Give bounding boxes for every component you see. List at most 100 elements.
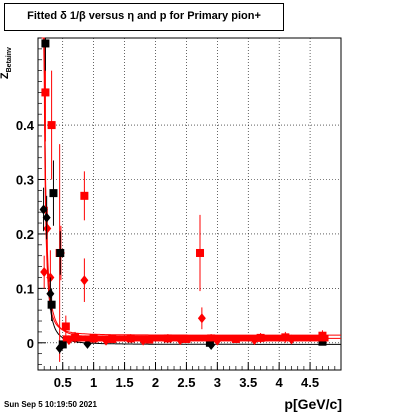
- data-point-square: [49, 189, 58, 198]
- chart-title: Fitted δ 1/β versus η and p for Primary …: [27, 10, 261, 22]
- data-point-square: [266, 335, 273, 342]
- data-point-square: [261, 335, 268, 342]
- data-point-square: [175, 335, 182, 342]
- data-point-square: [197, 335, 204, 342]
- plot-frame: [37, 37, 342, 371]
- x-axis-label: p[GeV/c]: [284, 396, 342, 412]
- data-point-square: [188, 335, 195, 342]
- data-point-square: [62, 335, 69, 342]
- data-point-square: [41, 88, 50, 97]
- data-point-square: [244, 335, 251, 342]
- data-point-square: [123, 335, 130, 342]
- data-point-square: [47, 121, 56, 130]
- data-point-square: [67, 335, 74, 342]
- data-point-square: [119, 335, 126, 342]
- data-point-square: [283, 335, 290, 342]
- data-point-square: [132, 335, 139, 342]
- data-point-square: [80, 191, 89, 200]
- data-point-square: [279, 335, 286, 342]
- x-tick-label: 3.5: [239, 375, 257, 390]
- x-tick-label: 1: [90, 375, 97, 390]
- data-point-square: [192, 335, 199, 342]
- data-point-diamond: [55, 343, 64, 354]
- x-tick-label: 4.5: [301, 375, 319, 390]
- y-tick-label: 0: [27, 336, 34, 351]
- data-point-square: [253, 335, 260, 342]
- y-tick-label: 0.4: [16, 118, 35, 133]
- data-point-square: [47, 300, 56, 309]
- data-point-square: [292, 335, 299, 342]
- data-point-square: [127, 335, 134, 342]
- data-point-square: [248, 335, 255, 342]
- chart-title-box: Fitted δ 1/β versus η and p for Primary …: [4, 3, 284, 31]
- data-point-square: [274, 335, 281, 342]
- data-point-square: [309, 335, 316, 342]
- timestamp-footer: Sun Sep 5 10:19:50 2021: [4, 400, 97, 409]
- data-point-square: [322, 335, 329, 342]
- data-point-square: [318, 335, 325, 342]
- data-point-square: [58, 340, 67, 349]
- data-point-square: [209, 335, 216, 342]
- data-point-square: [114, 335, 121, 342]
- data-point-square: [153, 335, 160, 342]
- data-point-diamond: [46, 288, 55, 299]
- x-tick-label: 3: [214, 375, 221, 390]
- x-tick-label: 0.5: [54, 375, 72, 390]
- data-point-square: [240, 335, 247, 342]
- data-point-square: [101, 335, 108, 342]
- y-tick-label: 0.2: [16, 227, 34, 242]
- x-tick-label: 2.5: [177, 375, 195, 390]
- data-point-diamond: [43, 223, 52, 234]
- data-point-square: [184, 335, 191, 342]
- data-point-square: [235, 335, 242, 342]
- data-point-square: [287, 335, 294, 342]
- data-point-square: [218, 335, 225, 342]
- data-point-square: [201, 335, 208, 342]
- data-point-square: [88, 335, 95, 342]
- data-point-square: [171, 335, 178, 342]
- data-point-square: [313, 335, 320, 342]
- data-point-square: [106, 335, 113, 342]
- data-point-square: [162, 335, 169, 342]
- y-tick-label: 0.1: [16, 281, 34, 296]
- data-point-square: [205, 335, 212, 342]
- data-point-diamond: [42, 212, 51, 223]
- data-point-square: [140, 335, 147, 342]
- data-point-square: [231, 335, 238, 342]
- data-point-square: [93, 335, 100, 342]
- data-point-diamond: [40, 267, 49, 278]
- data-point-square: [300, 335, 307, 342]
- data-point-square: [149, 335, 156, 342]
- data-point-square: [56, 248, 65, 257]
- y-axis-label: ZBetainv: [0, 47, 14, 80]
- data-point-square: [84, 335, 91, 342]
- data-point-square: [71, 335, 78, 342]
- data-point-square: [214, 335, 221, 342]
- data-point-diamond: [39, 204, 48, 215]
- data-point-diamond: [207, 339, 216, 350]
- data-point-square: [97, 335, 104, 342]
- data-point-square: [41, 39, 50, 48]
- data-point-diamond: [197, 313, 206, 324]
- data-point-square: [318, 337, 327, 346]
- data-point-square: [270, 335, 277, 342]
- data-point-square: [227, 335, 234, 342]
- fit-curve-black: [41, 37, 341, 345]
- data-point-square: [296, 335, 303, 342]
- data-point-square: [110, 335, 117, 342]
- data-point-square: [75, 335, 82, 342]
- y-tick-label: 0.3: [16, 173, 34, 188]
- data-point-diamond: [80, 275, 89, 286]
- x-tick-label: 4: [276, 375, 284, 390]
- x-tick-label: 1.5: [116, 375, 134, 390]
- x-tick-label: 2: [152, 375, 159, 390]
- data-point-square: [196, 248, 205, 257]
- data-point-square: [158, 335, 165, 342]
- data-point-square: [305, 335, 312, 342]
- data-point-square: [222, 335, 229, 342]
- data-point-square: [145, 335, 152, 342]
- data-point-square: [166, 335, 173, 342]
- data-point-square: [136, 335, 143, 342]
- data-point-square: [61, 322, 70, 331]
